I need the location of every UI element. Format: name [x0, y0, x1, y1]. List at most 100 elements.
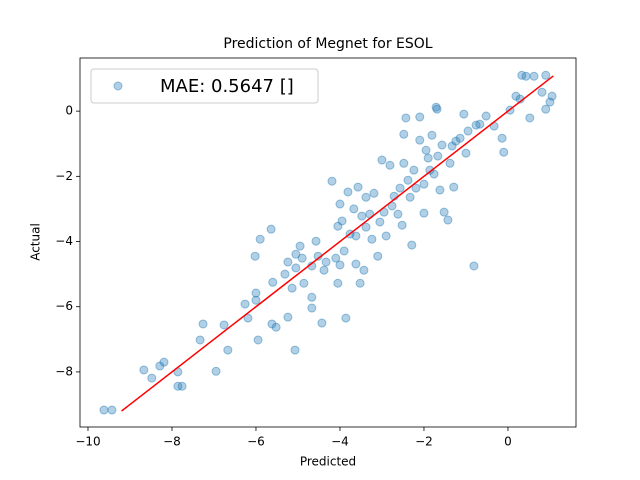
point — [307, 303, 317, 313]
point — [331, 253, 341, 263]
point — [437, 140, 447, 150]
point — [459, 109, 469, 119]
point — [319, 265, 329, 275]
point — [291, 263, 301, 273]
plot-frame — [79, 57, 577, 428]
point — [297, 253, 307, 263]
point — [280, 269, 290, 279]
point — [327, 176, 337, 186]
x-axis-label: Predicted — [300, 455, 356, 469]
point — [439, 207, 449, 217]
point — [421, 145, 431, 155]
point — [271, 322, 281, 332]
point — [173, 381, 183, 391]
x-tick-label: −10 — [75, 435, 100, 449]
point — [155, 361, 165, 371]
point — [425, 165, 435, 175]
x-tick-label: 0 — [504, 435, 512, 449]
point — [415, 135, 425, 145]
x-tick-label: −4 — [331, 435, 349, 449]
point — [177, 381, 187, 391]
point — [266, 224, 276, 234]
point — [369, 188, 379, 198]
point — [333, 221, 343, 231]
point — [432, 104, 442, 114]
point — [545, 97, 555, 107]
point — [337, 216, 347, 226]
y-tick-label: −8 — [55, 364, 73, 378]
chart-title: Prediction of Megnet for ESOL — [223, 36, 432, 52]
point — [427, 130, 437, 140]
point — [351, 259, 361, 269]
point — [361, 192, 371, 202]
point — [355, 278, 365, 288]
point — [435, 185, 445, 195]
point — [198, 319, 208, 329]
point — [253, 335, 263, 345]
point — [375, 217, 385, 227]
point — [307, 292, 317, 302]
point — [299, 278, 309, 288]
point — [147, 373, 157, 383]
point — [403, 175, 413, 185]
point — [240, 299, 250, 309]
point — [290, 345, 300, 355]
point — [547, 91, 557, 101]
x-tick-label: −2 — [415, 435, 433, 449]
point — [431, 102, 441, 112]
point — [361, 222, 371, 232]
point — [107, 405, 117, 415]
point — [443, 215, 453, 225]
point — [250, 251, 260, 261]
point — [409, 165, 419, 175]
point — [429, 169, 439, 179]
point — [541, 104, 551, 114]
point — [497, 133, 507, 143]
point — [463, 126, 473, 136]
fit-line — [121, 75, 554, 412]
point — [359, 265, 369, 275]
point — [283, 257, 293, 267]
point — [343, 187, 353, 197]
point — [449, 182, 459, 192]
y-tick-label: 0 — [65, 104, 73, 118]
point — [255, 234, 265, 244]
point — [367, 234, 377, 244]
point — [405, 192, 415, 202]
point — [267, 319, 277, 329]
point — [251, 288, 261, 298]
y-tick-label: −6 — [55, 299, 73, 313]
point — [447, 141, 457, 151]
point — [395, 183, 405, 193]
x-tick-label: −8 — [163, 435, 181, 449]
point — [455, 133, 465, 143]
point — [521, 71, 531, 81]
point — [341, 313, 351, 323]
point — [401, 113, 411, 123]
point — [433, 151, 443, 161]
point — [419, 179, 429, 189]
point — [219, 320, 229, 330]
legend-box — [90, 68, 319, 104]
point — [415, 112, 425, 122]
point — [511, 91, 521, 101]
point — [268, 277, 278, 287]
point — [419, 208, 429, 218]
point — [451, 136, 461, 146]
point — [537, 87, 547, 97]
y-axis-label: Actual — [29, 223, 43, 261]
point — [423, 153, 433, 163]
point — [243, 313, 253, 323]
point — [481, 111, 491, 121]
point — [399, 129, 409, 139]
point — [353, 182, 363, 192]
point — [397, 220, 407, 230]
point — [411, 183, 421, 193]
point — [211, 366, 221, 376]
point — [351, 231, 361, 241]
point — [251, 295, 261, 305]
point — [295, 241, 305, 251]
point — [471, 120, 481, 130]
legend-label: MAE: 0.5647 [] — [160, 76, 294, 97]
